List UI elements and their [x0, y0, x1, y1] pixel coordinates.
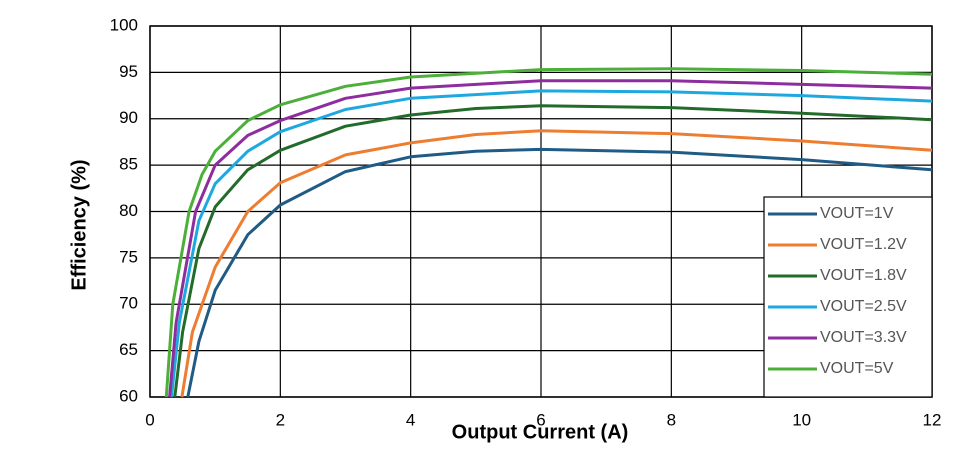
legend-label: VOUT=1V — [820, 205, 894, 222]
y-tick-label: 75 — [119, 247, 138, 266]
legend-label: VOUT=1.8V — [820, 267, 907, 284]
x-tick-label: 12 — [923, 410, 942, 429]
y-tick-label: 70 — [119, 294, 138, 313]
legend-label: VOUT=3.3V — [820, 329, 907, 346]
series-line — [180, 129, 933, 398]
x-axis-label: Output Current (A) — [452, 421, 629, 443]
y-tick-label: 100 — [110, 15, 138, 34]
legend-label: VOUT=1.2V — [820, 236, 907, 253]
x-tick-label: 4 — [406, 410, 415, 429]
y-tick-label: 95 — [119, 62, 138, 81]
x-tick-label: 0 — [145, 410, 154, 429]
series-line — [173, 104, 933, 398]
y-tick-label: 65 — [119, 340, 138, 359]
series-line — [164, 67, 933, 398]
x-tick-label: 8 — [667, 410, 676, 429]
legend-box — [763, 196, 933, 398]
x-tick-label: 6 — [536, 410, 545, 429]
y-tick-label: 80 — [119, 201, 138, 220]
legend-label: VOUT=5V — [820, 360, 894, 377]
y-axis-label: Efficiency (%) — [68, 159, 90, 290]
x-tick-label: 2 — [276, 410, 285, 429]
y-tick-label: 90 — [119, 108, 138, 127]
legend-label: VOUT=2.5V — [820, 298, 907, 315]
series-line — [168, 79, 933, 398]
y-tick-label: 85 — [119, 155, 138, 174]
series-line — [186, 147, 933, 398]
y-tick-label: 60 — [119, 386, 138, 405]
x-tick-label: 10 — [792, 410, 811, 429]
series-line — [170, 89, 933, 398]
